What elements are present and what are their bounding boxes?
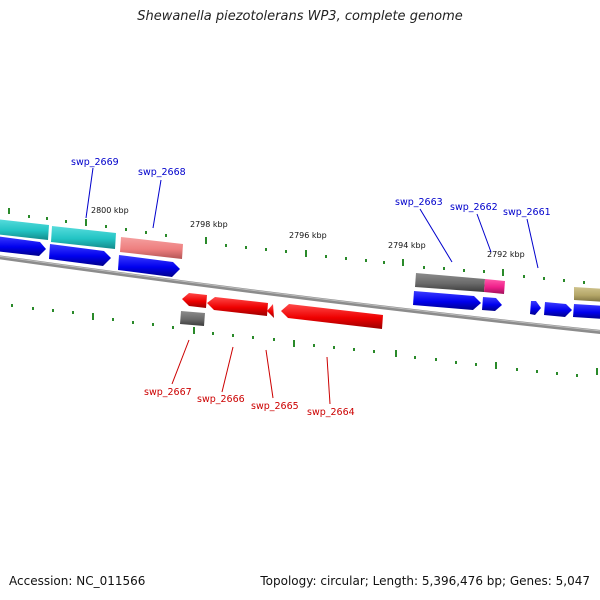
feature-magenta[interactable] <box>484 279 505 294</box>
tick-label-2792: 2792 kbp <box>487 250 525 259</box>
outer-tick-track <box>8 208 585 284</box>
cds-forward-arrow[interactable] <box>482 297 502 311</box>
gene-label-swp-2661[interactable]: swp_2661 <box>503 207 551 218</box>
cds-forward-arrow[interactable] <box>573 304 600 319</box>
leader-line <box>221 346 234 393</box>
tick-label-2794: 2794 kbp <box>388 241 426 250</box>
cds-forward-arrow[interactable] <box>530 301 541 315</box>
cds-forward-arrow[interactable] <box>0 236 46 256</box>
leader-line <box>476 213 492 253</box>
cds-reverse-arrow[interactable] <box>267 304 274 318</box>
cds-forward-arrow[interactable] <box>49 244 111 266</box>
feature-olive[interactable] <box>574 287 600 302</box>
forward-leader-lines <box>85 167 539 269</box>
feature-gray-1[interactable] <box>415 273 485 292</box>
leader-line <box>152 179 162 229</box>
leader-line <box>171 339 190 385</box>
cds-reverse-arrow[interactable] <box>182 293 207 308</box>
cds-reverse-arrow[interactable] <box>281 304 383 329</box>
leader-line <box>85 167 94 219</box>
feature-pink[interactable] <box>120 237 183 259</box>
feature-gray-2[interactable] <box>180 311 205 326</box>
gene-label-swp-2664[interactable]: swp_2664 <box>307 407 355 418</box>
gene-label-swp-2663[interactable]: swp_2663 <box>395 197 443 208</box>
gene-label-swp-2668[interactable]: swp_2668 <box>138 167 186 178</box>
gene-label-swp-2669[interactable]: swp_2669 <box>71 157 119 168</box>
feature-cyan-1[interactable] <box>0 219 49 240</box>
gene-label-swp-2667[interactable]: swp_2667 <box>144 387 192 398</box>
tick-label-2796: 2796 kbp <box>289 231 327 240</box>
gene-label-swp-2665[interactable]: swp_2665 <box>251 401 299 412</box>
tick-label-2798: 2798 kbp <box>190 220 228 229</box>
genome-backbone-highlight <box>0 255 600 332</box>
cds-forward-arrow[interactable] <box>413 291 481 310</box>
tick-label-2800: 2800 kbp <box>91 206 129 215</box>
feature-cyan-2[interactable] <box>51 226 116 249</box>
map-title: Shewanella piezotolerans WP3, complete g… <box>137 9 463 24</box>
accession-label: Accession: NC_011566 <box>9 574 146 588</box>
genome-backbone <box>0 255 600 334</box>
leader-line <box>419 208 453 263</box>
leader-line <box>526 218 539 269</box>
gene-label-swp-2666[interactable]: swp_2666 <box>197 394 245 405</box>
leader-line <box>265 349 274 399</box>
cds-reverse-arrow[interactable] <box>207 297 268 316</box>
cds-forward-arrow[interactable] <box>544 302 572 317</box>
gene-label-swp-2662[interactable]: swp_2662 <box>450 202 498 213</box>
cds-forward-arrow[interactable] <box>118 255 180 277</box>
reverse-leader-lines <box>171 339 331 405</box>
leader-line <box>326 356 331 405</box>
inner-tick-track <box>11 304 598 377</box>
genome-summary: Topology: circular; Length: 5,396,476 bp… <box>260 574 590 588</box>
